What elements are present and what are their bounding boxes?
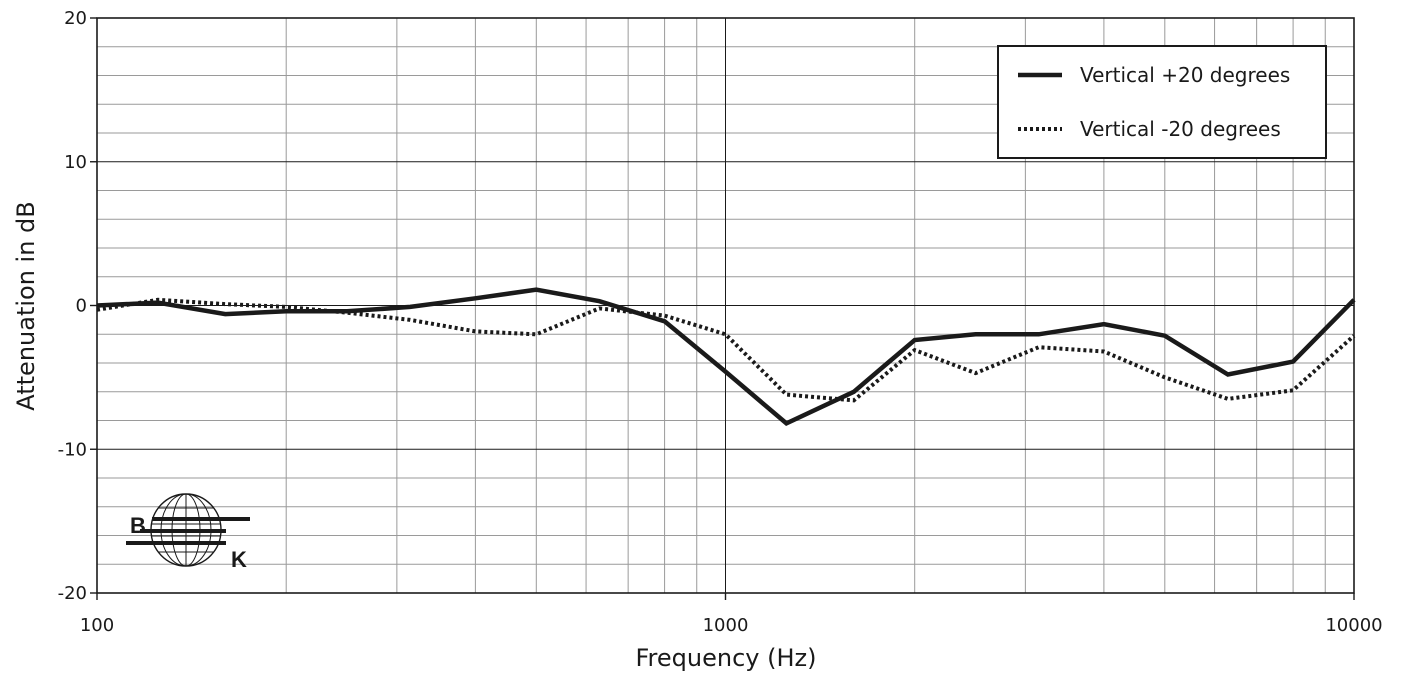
x-tick-label: 10000 <box>1325 615 1382 636</box>
y-tick-label: -20 <box>58 583 87 604</box>
y-tick-label: -10 <box>58 439 87 460</box>
legend: Vertical +20 degrees Vertical -20 degree… <box>997 45 1327 159</box>
logo-letter-k: K <box>231 547 247 572</box>
y-tick-label: 20 <box>64 8 87 29</box>
bk-logo: B K <box>126 493 250 572</box>
x-axis-title: Frequency (Hz) <box>636 644 817 672</box>
legend-box <box>997 45 1327 159</box>
logo-bar <box>152 517 250 521</box>
logo-letter-b: B <box>130 513 146 538</box>
logo-bar <box>140 529 226 533</box>
x-tick-label: 100 <box>80 615 114 636</box>
y-tick-label: 10 <box>64 152 87 173</box>
legend-label-vertical-plus-20: Vertical +20 degrees <box>1080 63 1290 87</box>
x-tick-label: 1000 <box>703 615 749 636</box>
series-line-vertical-plus-20 <box>96 287 1356 427</box>
series-group <box>96 287 1356 427</box>
legend-label-vertical-minus-20: Vertical -20 degrees <box>1080 117 1281 141</box>
y-axis-title: Attenuation in dB <box>12 201 40 411</box>
series-line-vertical-minus-20 <box>96 297 1356 403</box>
logo-bar <box>126 541 226 545</box>
y-tick-label: 0 <box>76 296 87 317</box>
